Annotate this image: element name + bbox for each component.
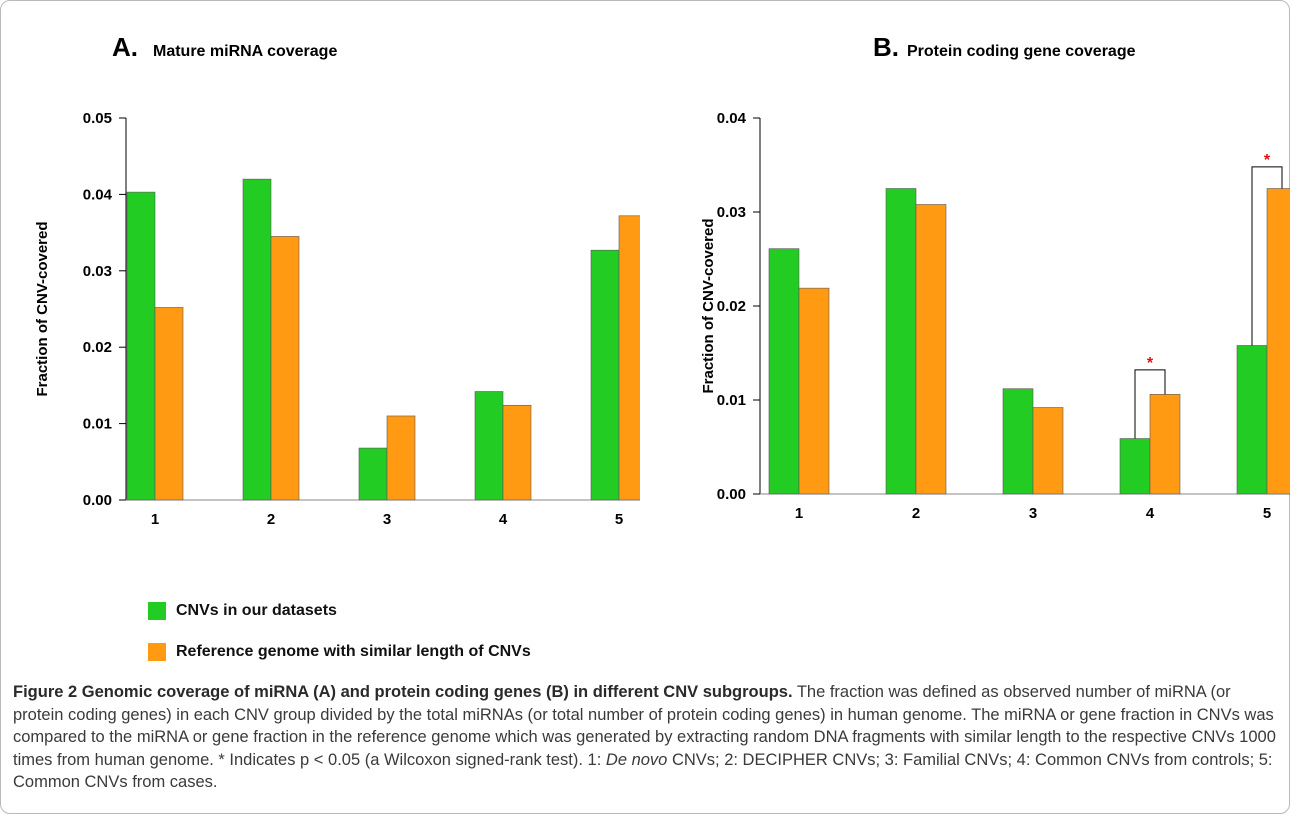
panel-b-bar-ours (1236, 345, 1268, 495)
caption-title: Figure 2 Genomic coverage of miRNA (A) a… (13, 683, 793, 701)
panel-b-x-tick-label: 2 (912, 505, 920, 522)
panel-b-x-tick-label: 3 (1029, 505, 1037, 522)
panel-a-bar-reference (270, 236, 300, 501)
panel-b-bar-ours (885, 188, 917, 495)
panel-a-bar-reference (386, 415, 416, 501)
panel-b-x-tick-label: 4 (1146, 505, 1155, 522)
panel-b-letter: B. (873, 32, 899, 62)
legend-swatch-reference (148, 643, 166, 661)
caption-body-end: CNVs; 2: DECIPHER CNVs; 3: Familial CNVs… (13, 750, 1273, 792)
panel-a-y-axis-label: Fraction of CNV-covered (34, 221, 51, 396)
panel-b-significance-bracket (1251, 166, 1283, 346)
panel-b-x-tick-label: 1 (795, 505, 803, 522)
panel-a-x-tick-label: 4 (499, 511, 508, 528)
panel-b-y-tick-label: 0.03 (717, 204, 746, 221)
panel-b-y-axis-label: Fraction of CNV-covered (700, 218, 717, 393)
panel-b-title: Protein coding gene coverage (907, 43, 1136, 60)
panel-b-bar-reference (915, 204, 947, 495)
caption-body: The fraction was defined as observed num… (13, 683, 1276, 769)
panel-b-y-tick-label: 0.00 (717, 486, 746, 503)
panel-a-bar-ours (474, 391, 504, 501)
panel-b-bar-reference (1032, 407, 1064, 495)
chart-panel-b: B. Protein coding gene coverage 0.00 0.01 0.… (700, 32, 1290, 522)
panel-a-bar-ours (242, 178, 272, 501)
panel-b-bar-reference (1266, 188, 1290, 495)
panel-a-bar-reference (154, 307, 184, 501)
caption-italic-term: De novo (605, 750, 668, 769)
chart-panel-a: A. Mature miRNA coverage 0.00 0.01 0.02 0.03 0… (34, 32, 640, 528)
legend-item-reference: Reference genome with similar length of … (148, 643, 531, 661)
panel-a-bar-ours (590, 249, 620, 501)
panel-b-bar-ours (1119, 438, 1151, 495)
panel-b-significance-star: * (1147, 355, 1154, 372)
legend-item-ours: CNVs in our datasets (148, 602, 337, 620)
panel-b-significance-bracket (1134, 369, 1166, 439)
panel-a-bar-reference (618, 215, 640, 501)
panel-b-bar-ours (768, 248, 800, 495)
panel-b-significance-star: * (1264, 152, 1271, 169)
panel-a-x-tick-label: 3 (383, 511, 391, 528)
panel-a-y-tick-label: 0.05 (83, 110, 112, 127)
panel-a-letter: A. (112, 32, 138, 62)
panel-a-y-tick-label: 0.04 (83, 186, 113, 203)
panel-a-bar-ours (126, 191, 156, 501)
panel-a-y-tick-label: 0.03 (83, 263, 112, 280)
panel-a-bar-ours (358, 447, 388, 501)
panel-b-bar-ours (1002, 388, 1034, 495)
panel-b-x-tick-label: 5 (1263, 505, 1271, 522)
legend-label-ours: CNVs in our datasets (176, 602, 337, 619)
legend-swatch-ours (148, 602, 166, 620)
panel-b-bar-reference (1149, 394, 1181, 495)
figure-caption: Figure 2 Genomic coverage of miRNA (A) a… (13, 681, 1281, 794)
panel-b-y-tick-label: 0.02 (717, 298, 746, 315)
legend-label-reference: Reference genome with similar length of … (176, 643, 531, 660)
panel-a-y-tick-label: 0.02 (83, 339, 112, 356)
panel-b-y-tick-label: 0.04 (717, 110, 747, 127)
panel-a-y-tick-label: 0.00 (83, 492, 112, 509)
panel-a-y-tick-label: 0.01 (83, 416, 112, 433)
panel-a-x-tick-label: 1 (151, 511, 159, 528)
panel-a-x-tick-label: 2 (267, 511, 275, 528)
panel-a-x-tick-label: 5 (615, 511, 623, 528)
panel-a-bar-reference (502, 404, 532, 501)
panel-b-y-tick-label: 0.01 (717, 392, 746, 409)
panel-a-title: Mature miRNA coverage (153, 43, 337, 60)
panel-b-bar-reference (798, 287, 830, 495)
